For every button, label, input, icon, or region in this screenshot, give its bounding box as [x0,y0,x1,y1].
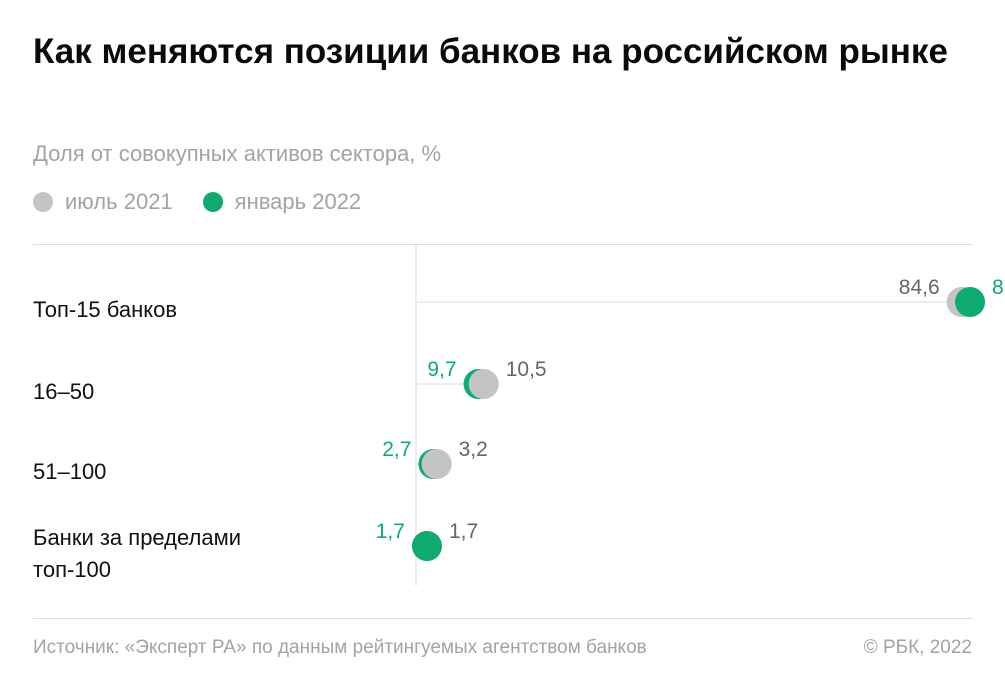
legend: июль 2021 январь 2022 [33,189,391,215]
source-note: Источник: «Эксперт РА» по данным рейтинг… [33,637,647,658]
category-label-51-100: 51–100 [33,459,107,484]
category-label-top15: Топ-15 банков [33,297,178,322]
value-label-july-2021: 10,5 [506,358,547,381]
chart-subtitle: Доля от совокупных активов сектора, % [33,141,442,166]
category-label-outside-top100: Банки за пределами топ-100 [33,525,242,582]
copyright: © РБК, 2022 [863,637,972,658]
point-july-2021 [421,449,452,479]
value-label-july-2021: 3,2 [459,438,488,461]
value-label-january-2022: 9,7 [427,358,456,381]
value-label-january-2022: 2,7 [382,438,411,461]
value-label-july-2021: 1,7 [449,520,478,543]
top-divider [33,244,973,245]
legend-label-july-2021: июль 2021 [65,189,173,214]
category-label-16-50: 16–50 [33,379,95,404]
legend-label-january-2022: январь 2022 [234,189,362,214]
bottom-divider [33,618,973,619]
legend-marker-january-2022 [202,192,223,212]
point-january-2022 [955,287,986,317]
legend-item-july-2021: июль 2021 [33,189,173,215]
chart-title: Как меняются позиции банков на российско… [33,32,948,71]
legend-marker-july-2021 [33,192,53,212]
point-july-2021 [468,369,499,399]
legend-item-january-2022: январь 2022 [202,189,362,215]
dot-plot: 84,6 85,9 10,5 9,7 3,2 2,7 1,7 1,7 [376,244,1005,586]
value-label-january-2022: 1,7 [376,520,405,543]
value-label-july-2021: 84,6 [899,276,940,299]
value-label-january-2022: 85,9 [992,276,1005,299]
point-january-2022 [411,531,442,561]
